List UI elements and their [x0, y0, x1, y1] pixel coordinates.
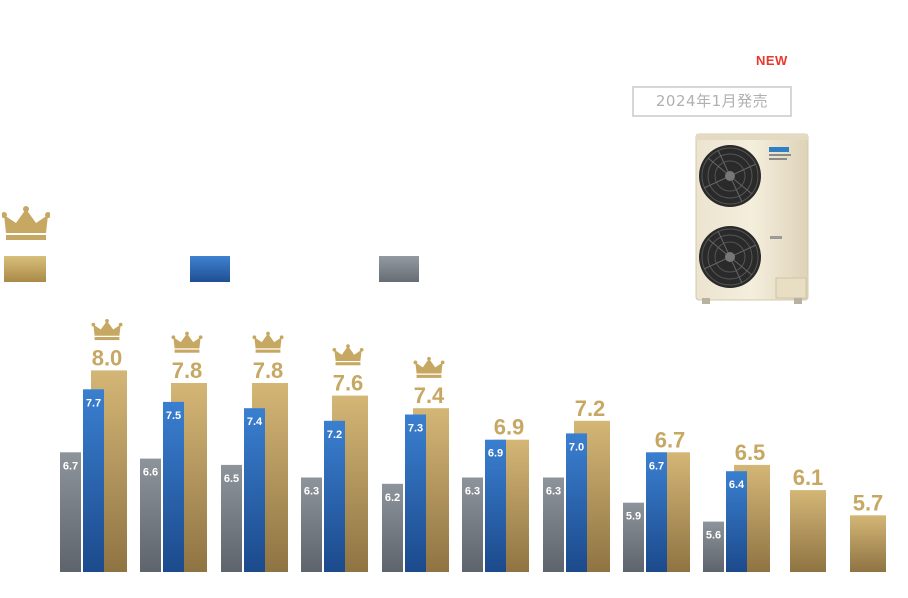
crown-icon-2 — [252, 331, 284, 353]
bar-gray-6 — [543, 477, 564, 572]
label-blue-3: 7.2 — [327, 429, 342, 441]
bar-blue-1 — [163, 401, 184, 572]
fan-bottom-icon — [699, 226, 761, 288]
crown-icon-1 — [171, 331, 203, 353]
bar-gray-0 — [60, 452, 81, 572]
new-badge: NEW — [756, 53, 788, 68]
bar-gold-10 — [850, 515, 886, 572]
label-gray-7: 5.9 — [626, 511, 641, 523]
bar-blue-7 — [646, 452, 667, 572]
release-date-label: 2024年1月発売 — [632, 86, 792, 117]
label-blue-4: 7.3 — [408, 423, 423, 435]
outdoor-unit-image — [690, 128, 814, 308]
label-gold-10: 5.7 — [853, 490, 884, 515]
label-blue-1: 7.5 — [166, 410, 181, 422]
bar-blue-8 — [726, 471, 747, 572]
label-blue-2: 7.4 — [247, 416, 263, 428]
label-gold-3: 7.6 — [333, 371, 364, 396]
legend-swatch-blue — [190, 256, 230, 282]
label-gold-8: 6.5 — [735, 440, 766, 465]
legend-swatch-gray — [379, 256, 419, 282]
label-gold-2: 7.8 — [253, 358, 284, 383]
label-gray-8: 5.6 — [706, 530, 721, 542]
bar-gray-7 — [623, 502, 644, 572]
label-blue-5: 6.9 — [488, 448, 503, 460]
label-blue-6: 7.0 — [569, 441, 584, 453]
crown-icon-0 — [91, 319, 123, 341]
bar-gold-9 — [790, 490, 826, 572]
bar-blue-2 — [244, 408, 265, 572]
bar-gray-4 — [382, 483, 403, 572]
label-gold-7: 6.7 — [655, 427, 686, 452]
label-gray-5: 6.3 — [465, 486, 480, 498]
legend-crown-icon — [1, 205, 51, 245]
label-gold-9: 6.1 — [793, 465, 824, 490]
bar-gray-8 — [703, 521, 724, 572]
label-gray-6: 6.3 — [546, 486, 561, 498]
legend-swatch-gold — [4, 256, 46, 282]
label-gray-4: 6.2 — [385, 492, 400, 504]
label-gray-3: 6.3 — [304, 486, 319, 498]
crown-icon-3 — [332, 344, 364, 366]
label-blue-7: 6.7 — [649, 460, 664, 472]
label-gray-2: 6.5 — [224, 473, 239, 485]
label-blue-0: 7.7 — [86, 397, 101, 409]
bar-gray-3 — [301, 477, 322, 572]
label-blue-8: 6.4 — [729, 479, 745, 491]
bar-blue-3 — [324, 420, 345, 572]
bar-gray-1 — [140, 458, 161, 572]
label-gold-0: 8.0 — [92, 345, 123, 370]
bar-blue-6 — [566, 433, 587, 572]
crown-icon-4 — [413, 356, 445, 378]
bar-blue-0 — [83, 389, 104, 572]
fan-top-icon — [699, 145, 761, 207]
label-gold-5: 6.9 — [494, 415, 525, 440]
label-gray-0: 6.7 — [63, 460, 78, 472]
label-gold-6: 7.2 — [575, 396, 606, 421]
label-gold-1: 7.8 — [172, 358, 203, 383]
bar-blue-4 — [405, 414, 426, 572]
label-gold-4: 7.4 — [414, 383, 445, 408]
bar-gray-5 — [462, 477, 483, 572]
bar-blue-5 — [485, 439, 506, 572]
bar-gray-2 — [221, 464, 242, 572]
label-gray-1: 6.6 — [143, 467, 158, 479]
